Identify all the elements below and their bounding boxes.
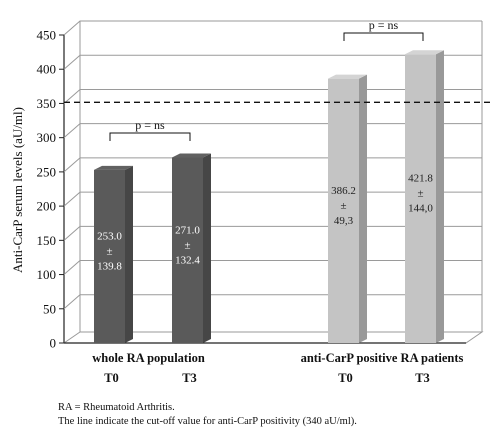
x-label-group: anti-CarP positive RA patients <box>301 351 464 365</box>
y-axis-label: Anti-CarP serum levels (aU/ml) <box>10 107 25 273</box>
p-value-label: p = ns <box>369 18 399 32</box>
comparison-bracket <box>109 132 191 141</box>
y-tick-label: 100 <box>37 267 57 282</box>
grid <box>62 20 484 344</box>
data-label-mean: 253.0 <box>97 230 122 242</box>
data-label-pm: ± <box>106 245 112 257</box>
bar-1-t3: 271.0 ±132.4 <box>172 153 211 343</box>
y-tick-label: 200 <box>37 199 57 214</box>
data-label-sd: 139.8 <box>97 260 122 272</box>
y-tick-label: 450 <box>37 28 57 43</box>
footnote-abbreviation: RA = Rheumatoid Arthritis. <box>58 402 175 413</box>
bar-top <box>172 153 211 158</box>
bar-front <box>405 54 436 344</box>
bar-front <box>94 169 125 343</box>
data-label-mean: 386.2 <box>331 185 356 197</box>
gridline <box>63 54 482 70</box>
bar-2-t3: 421.8 ±144,0 <box>405 50 444 344</box>
bar-side <box>359 74 367 344</box>
x-label-time: T3 <box>182 371 197 385</box>
data-label-sd: 49,3 <box>334 215 354 227</box>
y-tick-label: 150 <box>37 233 57 248</box>
y-tick-label: 350 <box>37 96 57 111</box>
bars: 253.0 ±139.8 271.0 ±132.4 p = ns 386.2 ±49,3 42… <box>94 18 444 344</box>
data-label-pm: ± <box>340 200 346 212</box>
data-label-sd: 132.4 <box>175 254 200 266</box>
y-tick-label: 250 <box>37 164 57 179</box>
y-axis: 0 50 100 150 200 250 300 350 400 450 <box>37 28 64 351</box>
bar-front <box>172 157 203 343</box>
data-label-mean: 421.8 <box>408 173 433 185</box>
gridline <box>63 20 482 36</box>
x-label-group: whole RA population <box>92 351 205 365</box>
y-tick-label: 400 <box>37 62 57 77</box>
y-tick-label: 50 <box>43 301 56 316</box>
bar-group-2: 386.2 ±49,3 421.8 ±144,0 p = ns <box>328 18 444 344</box>
bar-group-1: 253.0 ±139.8 271.0 ±132.4 p = ns <box>94 118 211 343</box>
y-tick-label: 300 <box>37 130 57 145</box>
bar-side <box>125 165 133 343</box>
y-tick-label: 0 <box>50 336 57 351</box>
x-label-time: T0 <box>338 371 353 385</box>
data-label-pm: ± <box>184 239 190 251</box>
bar-1-t0: 253.0 ±139.8 <box>94 165 133 343</box>
bar-top <box>328 74 367 79</box>
bar-front <box>328 78 359 344</box>
data-label-mean: 271.0 <box>175 224 200 236</box>
footnote-cutoff: The line indicate the cut-off value for … <box>58 416 357 427</box>
bar-2-t0: 386.2 ±49,3 <box>328 74 367 344</box>
p-value-label: p = ns <box>135 118 165 132</box>
x-label-time: T0 <box>104 371 119 385</box>
comparison-bracket <box>343 32 424 41</box>
bar-top <box>405 50 444 55</box>
data-label-sd: 144,0 <box>408 203 433 215</box>
bar-side <box>203 153 211 343</box>
x-axis-labels: T0 T3 whole RA population T0 T3 anti-CarP pos… <box>92 351 463 385</box>
x-label-time: T3 <box>415 371 430 385</box>
bar-side <box>436 50 444 344</box>
data-label-pm: ± <box>417 188 423 200</box>
bar-top <box>94 165 133 170</box>
